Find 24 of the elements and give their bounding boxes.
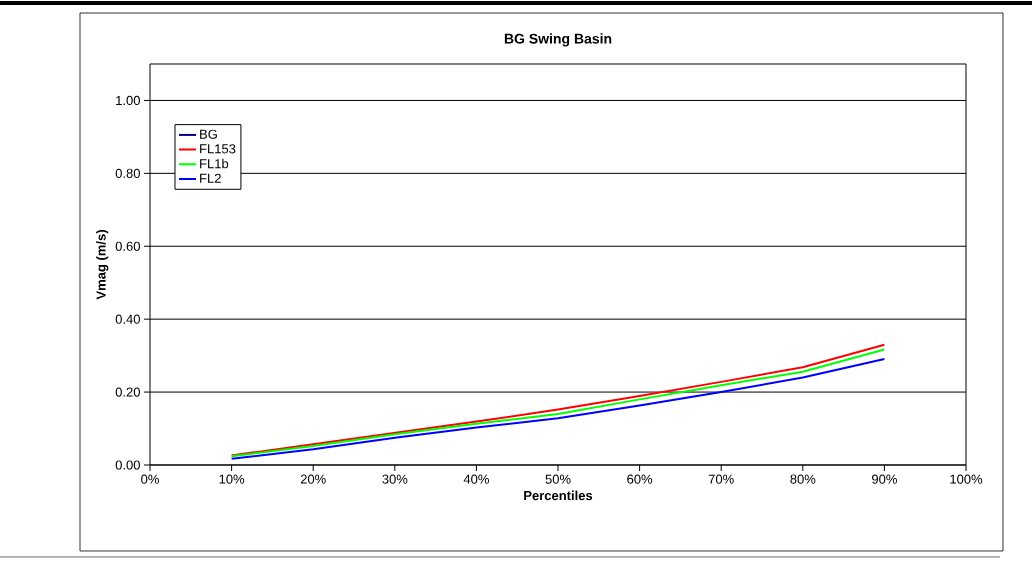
x-tick-label: 60% xyxy=(627,474,653,484)
y-tick-label: 0.20 xyxy=(115,387,140,397)
legend-label: BG xyxy=(200,129,217,139)
x-tick-label: 90% xyxy=(872,474,897,484)
y-tick-label: 0.00 xyxy=(115,460,140,470)
legend-label: FL153 xyxy=(200,144,236,154)
x-tick-label: 0% xyxy=(141,474,159,484)
x-tick-label: 80% xyxy=(790,474,816,484)
legend-label: FL2 xyxy=(200,173,221,183)
x-axis-title: Percentiles xyxy=(524,490,593,501)
x-tick-label: 50% xyxy=(545,474,571,484)
x-tick-label: 20% xyxy=(300,474,326,484)
x-tick-label: 10% xyxy=(219,474,245,484)
y-tick-label: 0.60 xyxy=(115,241,140,251)
x-tick-label: 30% xyxy=(382,474,408,484)
y-tick-label: 0.80 xyxy=(115,168,140,178)
x-tick-label: 70% xyxy=(708,474,734,484)
x-tick-label: 100% xyxy=(950,474,983,484)
y-tick-label: 1.00 xyxy=(116,95,140,106)
x-tick-label: 40% xyxy=(463,474,489,484)
y-tick-label: 0.40 xyxy=(115,314,140,324)
legend-label: FL1b xyxy=(200,158,229,169)
chart-title: BG Swing Basin xyxy=(504,33,612,47)
y-axis-title: Vmag (m/s) xyxy=(96,230,109,300)
